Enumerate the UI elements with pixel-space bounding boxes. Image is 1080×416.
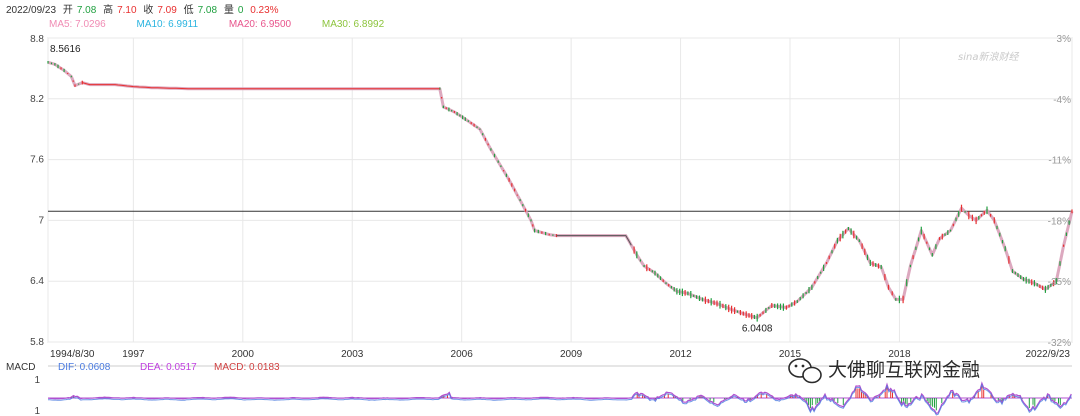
x-tick-label: 1994/8/30 bbox=[50, 349, 95, 360]
y-tick-label: 5.8 bbox=[30, 337, 44, 348]
plot-border bbox=[47, 37, 1073, 343]
x-tick-label: 2015 bbox=[779, 349, 802, 360]
y-tick-label: 7 bbox=[38, 215, 44, 226]
moving-average-line bbox=[47, 60, 1074, 320]
high-label: 高 bbox=[103, 5, 114, 16]
wechat-watermark: 大佛聊互联网金融 bbox=[788, 358, 980, 384]
wechat-account-name: 大佛聊互联网金融 bbox=[828, 359, 980, 381]
macd-y-tick: 1 bbox=[34, 375, 40, 386]
macd-dif-line bbox=[47, 383, 1072, 416]
ma-legend-row: MA5: 7.0296 MA10: 6.9911 MA20: 6.9500 MA… bbox=[49, 19, 412, 31]
sina-watermark-text: sina新浪财经 bbox=[958, 51, 1019, 63]
close-value: 7.09 bbox=[157, 5, 177, 16]
price-annotations: 8.5616 6.0408 bbox=[50, 44, 773, 334]
volume-value: 0 bbox=[237, 5, 244, 16]
percent-tick-label: -32% bbox=[1048, 338, 1071, 349]
x-tick-label: 2018 bbox=[888, 349, 911, 360]
high-annotation: 8.5616 bbox=[50, 44, 81, 55]
low-annotation: 6.0408 bbox=[742, 324, 773, 335]
grid bbox=[47, 37, 1073, 343]
price-series bbox=[47, 61, 1073, 322]
macd-value-label: MACD: 0.0183 bbox=[214, 362, 280, 373]
macd-dea-line bbox=[47, 381, 1072, 415]
percent-tick-label: -25% bbox=[1048, 277, 1071, 288]
close-label: 收 bbox=[143, 5, 154, 16]
open-value: 7.08 bbox=[76, 5, 97, 16]
percent-tick-label: -4% bbox=[1053, 95, 1071, 106]
price-line-segment bbox=[82, 82, 440, 90]
y-tick-label: 8.8 bbox=[30, 34, 44, 45]
low-label: 低 bbox=[183, 5, 194, 16]
ma30-label: MA30: 6.8992 bbox=[321, 19, 385, 30]
wechat-icon bbox=[788, 358, 822, 384]
x-tick-label: 2000 bbox=[232, 349, 255, 360]
x-tick-label: 2022/9/23 bbox=[1026, 349, 1071, 360]
y-tick-label: 6.4 bbox=[30, 276, 44, 287]
percent-tick-label: -11% bbox=[1048, 156, 1071, 167]
macd-dif-label: DIF: 0.0608 bbox=[58, 362, 111, 373]
sina-watermark: sina新浪财经 bbox=[958, 51, 1019, 63]
y-axis-labels: 8.8 8.2 7.6 7 6.4 5.8 bbox=[30, 34, 44, 348]
ma10-label: MA10: 6.9911 bbox=[136, 19, 199, 30]
ma20-label: MA20: 6.9500 bbox=[228, 19, 292, 30]
x-tick-label: 2012 bbox=[669, 349, 692, 360]
price-line-segment bbox=[556, 235, 632, 246]
x-tick-label: 2006 bbox=[451, 349, 474, 360]
open-label: 开 bbox=[62, 5, 73, 16]
percent-tick-label: -18% bbox=[1048, 216, 1071, 227]
change-value: 0.23% bbox=[250, 5, 279, 16]
macd-title: MACD bbox=[6, 362, 35, 373]
date-label: 2022/09/23 bbox=[6, 5, 57, 16]
macd-histogram bbox=[47, 381, 1072, 416]
x-axis-labels: 1994/8/30 1997 2000 2003 2006 2009 2012 2015 201… bbox=[50, 349, 1070, 360]
percent-tick-label: 3% bbox=[1057, 34, 1072, 45]
y-tick-label: 8.2 bbox=[30, 94, 44, 105]
percent-axis-labels: 3% -4% -11% -18% -25% -32% bbox=[1048, 34, 1071, 349]
y-tick-label: 7.6 bbox=[30, 155, 44, 166]
low-value: 7.08 bbox=[197, 5, 218, 16]
volume-label: 量 bbox=[223, 5, 234, 16]
x-tick-label: 1997 bbox=[122, 349, 145, 360]
x-tick-label: 2009 bbox=[560, 349, 583, 360]
moving-average-lines bbox=[47, 60, 1074, 320]
x-tick-label: 2003 bbox=[341, 349, 364, 360]
high-value: 7.10 bbox=[117, 5, 137, 16]
macd-y-tick: 1 bbox=[34, 406, 40, 416]
macd-dea-label: DEA: 0.0517 bbox=[140, 362, 197, 373]
ma5-label: MA5: 7.0296 bbox=[49, 19, 106, 30]
